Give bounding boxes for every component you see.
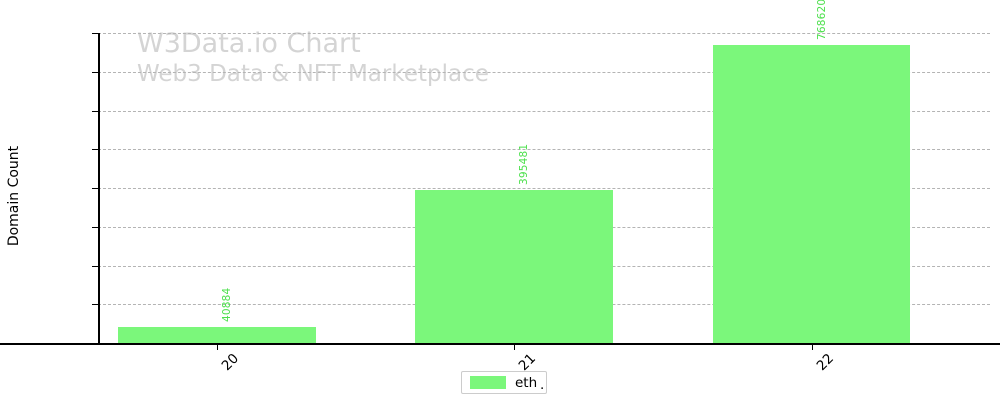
legend-label-eth: eth <box>515 374 538 391</box>
y-tick-mark <box>92 71 98 73</box>
x-tick-mark <box>811 344 813 350</box>
y-tick-mark <box>92 188 98 189</box>
y-tick-mark <box>92 226 98 228</box>
y-tick-mark <box>92 110 98 112</box>
x-tick-label: 20 <box>218 350 243 375</box>
legend-swatch-eth <box>470 376 506 389</box>
y-axis-title: Domain Count <box>6 145 23 247</box>
gridline <box>98 110 990 112</box>
bar[interactable] <box>415 189 614 343</box>
bar-value-label: 40884 <box>220 287 233 323</box>
y-tick-mark <box>92 304 98 306</box>
x-tick-mark <box>216 344 218 350</box>
legend-trailing-dot: . <box>540 377 545 393</box>
gridline <box>98 149 990 151</box>
bar[interactable] <box>712 45 911 343</box>
gridline <box>98 33 990 34</box>
y-tick-mark <box>92 265 98 267</box>
plot-area: 40884 395481 768620 <box>98 0 990 343</box>
gridline <box>98 71 990 73</box>
y-tick-mark <box>92 149 98 151</box>
gridline <box>98 188 990 189</box>
y-tick-mark <box>92 33 98 34</box>
y-tick-mark <box>92 343 98 344</box>
bar[interactable] <box>118 327 316 343</box>
bar-value-label: 768620 <box>815 0 828 41</box>
x-tick-label: 22 <box>813 350 837 375</box>
y-axis-spine <box>98 33 100 344</box>
x-axis-spine <box>0 343 1000 345</box>
bar-value-label: 395481 <box>518 143 531 185</box>
chart-legend[interactable]: eth <box>461 371 548 394</box>
x-tick-mark <box>514 344 516 350</box>
